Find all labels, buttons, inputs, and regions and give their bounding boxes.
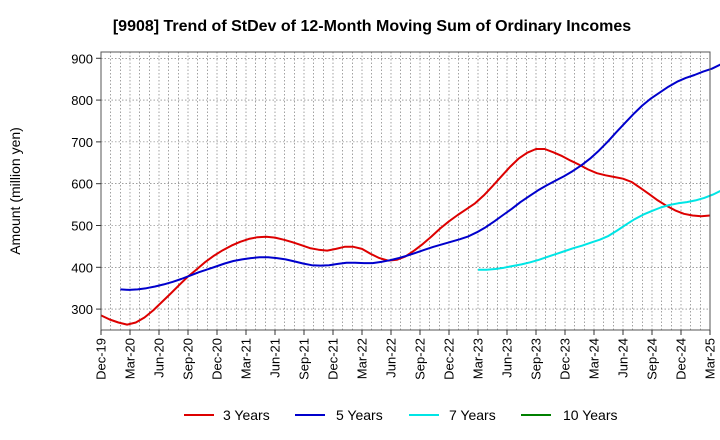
- x-tick-label: Mar-22: [355, 338, 370, 379]
- series-line-3-years: [100, 148, 711, 326]
- x-tick-label: Sep-20: [181, 338, 196, 380]
- series-line-5-years: [120, 63, 720, 291]
- legend-label-5-years: 5 Years: [336, 407, 383, 423]
- x-tick-label: Sep-24: [645, 338, 660, 380]
- x-tick-label: Jun-23: [500, 338, 515, 378]
- x-tick-label: Mar-25: [703, 338, 718, 379]
- x-tick-label: Dec-22: [442, 338, 457, 380]
- grid: [101, 52, 710, 330]
- legend-label-3-years: 3 Years: [223, 407, 270, 423]
- y-axis: 300 400 500 600 700 800 900: [71, 51, 101, 317]
- x-tick-label: Sep-23: [529, 338, 544, 380]
- x-tick-label: Dec-19: [94, 338, 109, 380]
- y-tick-label: 500: [71, 218, 93, 233]
- x-tick-label: Dec-24: [674, 338, 689, 380]
- x-tick-label: Jun-24: [616, 338, 631, 378]
- chart-title: [9908] Trend of StDev of 12-Month Moving…: [113, 18, 631, 35]
- legend-label-10-years: 10 Years: [563, 407, 618, 423]
- y-tick-label: 600: [71, 177, 93, 192]
- y-tick-label: 900: [71, 51, 93, 66]
- x-tick-label: Jun-20: [152, 338, 167, 378]
- legend-label-7-years: 7 Years: [449, 407, 496, 423]
- plot-frame: [100, 51, 711, 331]
- x-tick-label: Mar-23: [471, 338, 486, 379]
- x-tick-label: Sep-22: [413, 338, 428, 380]
- legend: 3 Years 5 Years 7 Years 10 Years: [184, 407, 618, 423]
- x-tick-label: Mar-24: [587, 338, 602, 379]
- y-tick-label: 300: [71, 302, 93, 317]
- x-tick-label: Dec-23: [558, 338, 573, 380]
- x-tick-label: Jun-21: [268, 338, 283, 378]
- series-lines: [100, 63, 720, 326]
- x-tick-label: Jun-22: [384, 338, 399, 378]
- y-axis-label: Amount (million yen): [7, 127, 23, 255]
- y-tick-label: 400: [71, 260, 93, 275]
- y-tick-label: 700: [71, 135, 93, 150]
- x-tick-label: Mar-21: [239, 338, 254, 379]
- y-tick-label: 800: [71, 93, 93, 108]
- series-line-7-years: [478, 190, 720, 271]
- x-tick-label: Mar-20: [123, 338, 138, 379]
- x-tick-label: Dec-20: [210, 338, 225, 380]
- x-tick-label: Sep-21: [297, 338, 312, 380]
- x-tick-label: Dec-21: [326, 338, 341, 380]
- x-axis: Dec-19 Mar-20 Jun-20 Sep-20 Dec-20 Mar-21 Jun-…: [94, 330, 718, 380]
